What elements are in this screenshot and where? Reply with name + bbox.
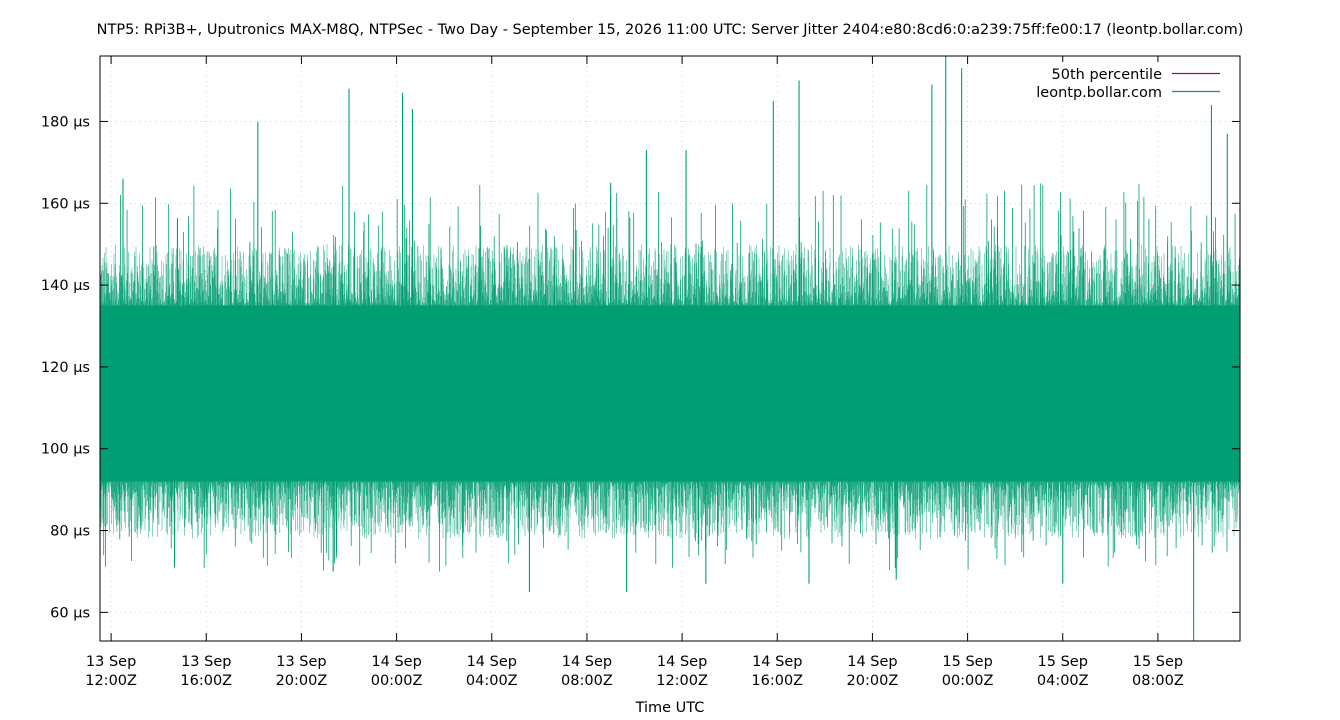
- x-tick-label-time: 04:00Z: [1037, 673, 1089, 689]
- plot-area: [100, 56, 1240, 641]
- y-tick-label: 100 µs: [41, 442, 90, 458]
- x-tick-label-date: 14 Sep: [752, 654, 802, 670]
- series-excursions: [103, 183, 1236, 572]
- plot-border: [99, 55, 1241, 642]
- series-trace: [100, 244, 1240, 539]
- x-tick-label-date: 13 Sep: [86, 654, 136, 670]
- x-tick-label-date: 14 Sep: [847, 654, 897, 670]
- legend-label-50th-percentile: 50th percentile: [1052, 67, 1163, 83]
- x-tick-label-date: 14 Sep: [562, 654, 612, 670]
- legend-label-leontp: leontp.bollar.com: [1036, 85, 1162, 101]
- chart-title: NTP5: RPi3B+, Uputronics MAX-M8Q, NTPSec…: [97, 22, 1244, 38]
- legend: 50th percentile leontp.bollar.com: [1016, 62, 1228, 102]
- x-tick-label-date: 15 Sep: [942, 654, 992, 670]
- x-tick-label-date: 14 Sep: [657, 654, 707, 670]
- y-tick-label: 60 µs: [50, 605, 90, 621]
- x-tick-label-time: 08:00Z: [1132, 673, 1184, 689]
- y-tick-label: 80 µs: [50, 524, 90, 540]
- y-tick-label: 180 µs: [41, 114, 90, 130]
- series-leontp: [100, 56, 1240, 641]
- x-tick-label-time: 12:00Z: [85, 673, 137, 689]
- x-tick-label-time: 08:00Z: [561, 673, 613, 689]
- x-tick-label-time: 00:00Z: [371, 673, 423, 689]
- x-tick-label-date: 13 Sep: [276, 654, 326, 670]
- x-tick-label-time: 12:00Z: [656, 673, 708, 689]
- x-tick-label-time: 16:00Z: [751, 673, 803, 689]
- x-tick-label-date: 15 Sep: [1038, 654, 1088, 670]
- x-tick-label-time: 20:00Z: [847, 673, 899, 689]
- x-tick-label-time: 16:00Z: [180, 673, 232, 689]
- y-tick-label: 120 µs: [41, 360, 90, 376]
- x-tick-label-date: 14 Sep: [371, 654, 421, 670]
- x-tick-label-time: 04:00Z: [466, 673, 518, 689]
- x-tick-label-time: 20:00Z: [276, 673, 328, 689]
- y-tick-label: 160 µs: [41, 196, 90, 212]
- x-tick-label-date: 15 Sep: [1133, 654, 1183, 670]
- x-tick-label-date: 13 Sep: [181, 654, 231, 670]
- x-axis-label: Time UTC: [635, 700, 705, 716]
- x-tick-label-time: 00:00Z: [942, 673, 994, 689]
- y-tick-label: 140 µs: [41, 278, 90, 294]
- x-tick-label-date: 14 Sep: [467, 654, 517, 670]
- legend-background: [1016, 62, 1228, 102]
- axis-ticks: 60 µs 80 µs 100 µs 120 µs 140 µs 160 µs 180 µs…: [41, 56, 1240, 689]
